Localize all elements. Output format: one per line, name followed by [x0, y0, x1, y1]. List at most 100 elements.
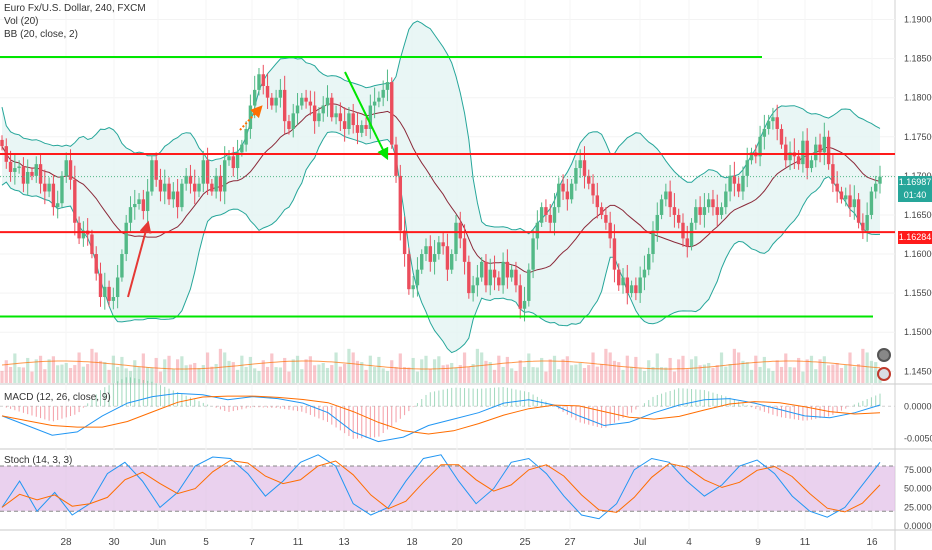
candle-body — [587, 175, 591, 184]
candle-body — [227, 156, 231, 161]
candle-body — [814, 144, 818, 161]
candle-body — [141, 199, 146, 212]
volume-bar — [432, 359, 437, 383]
volume-bar — [651, 366, 655, 383]
volume-bar — [492, 369, 497, 383]
volume-bars — [0, 348, 882, 383]
candle-body — [64, 160, 68, 176]
current-price-badge: 1.16987 — [898, 176, 932, 189]
candle-body — [779, 128, 784, 145]
candle-body — [8, 161, 13, 172]
candle-body — [604, 214, 608, 223]
volume-bar — [253, 368, 257, 383]
candle-body — [394, 144, 398, 176]
candle-body — [145, 191, 150, 212]
candle-body — [150, 160, 154, 192]
volume-bar — [60, 364, 64, 383]
volume-bar — [552, 355, 557, 383]
candle-body — [535, 222, 540, 239]
bb-basis-line — [1, 103, 881, 274]
candle-body — [745, 160, 749, 176]
candle-body — [188, 175, 193, 184]
volume-bar — [527, 353, 531, 383]
volume-bar — [874, 362, 878, 383]
candle-body — [865, 214, 869, 231]
bb-legend[interactable]: BB (20, close, 2) — [4, 29, 78, 40]
candle-body — [30, 171, 34, 176]
candle-body — [479, 261, 484, 278]
volume-bar — [257, 370, 261, 383]
flag-icon[interactable] — [877, 367, 891, 381]
volume-bar — [574, 364, 578, 383]
volume-bar — [381, 368, 385, 383]
volume-bar — [68, 367, 73, 383]
volume-bar — [394, 366, 398, 383]
macd-legend[interactable]: MACD (12, 26, close, 9) — [4, 392, 111, 403]
volume-bar — [347, 348, 351, 383]
volume-bar — [715, 365, 719, 383]
candle-body — [531, 238, 535, 270]
candle-body — [154, 160, 158, 180]
price-tick-label: 1.19000 — [904, 15, 932, 25]
candle-body — [796, 156, 801, 165]
volume-bar — [784, 353, 788, 383]
vol-legend[interactable]: Vol (20) — [4, 16, 39, 27]
candle-body — [60, 175, 64, 204]
candle-body — [398, 175, 403, 231]
candle-body — [711, 199, 715, 208]
candle-body — [73, 179, 77, 223]
candle-body — [741, 175, 745, 192]
candle-body — [595, 195, 600, 208]
settings-icon[interactable] — [877, 348, 891, 362]
time-tick-label: 16 — [866, 537, 878, 548]
volume-bar — [98, 360, 103, 383]
volume-bar — [852, 366, 856, 383]
candle-body — [647, 254, 651, 270]
candle-body — [441, 242, 445, 247]
volume-bar — [30, 371, 34, 383]
candle-body — [81, 230, 86, 239]
volume-bar — [94, 352, 98, 383]
symbol-title[interactable]: Euro Fx/U.S. Dollar, 240, FXCM — [4, 3, 146, 14]
candle-body — [869, 191, 874, 215]
volume-bar — [797, 357, 801, 383]
stoch-legend[interactable]: Stoch (14, 3, 3) — [4, 455, 73, 466]
volume-bar — [56, 365, 60, 383]
candle-body — [642, 269, 647, 278]
candle-body — [21, 166, 26, 184]
volume-bar — [13, 353, 17, 383]
candle-body — [505, 261, 510, 278]
candle-body — [518, 285, 522, 309]
volume-bar — [758, 366, 762, 383]
candle-body — [214, 175, 218, 192]
candle-body — [527, 269, 531, 301]
stoch-tick-label: 50.0000 — [904, 484, 932, 494]
candle-body — [360, 125, 364, 133]
candle-body — [698, 207, 702, 215]
volume-bar — [462, 352, 467, 383]
bb-fill — [2, 21, 880, 353]
candle-body — [771, 117, 775, 122]
volume-bar — [445, 364, 450, 383]
trend-arrows[interactable] — [127, 71, 389, 298]
candle-body — [822, 136, 827, 153]
volume-bar — [210, 366, 214, 383]
candle-body — [732, 175, 737, 184]
volume-bar — [831, 364, 835, 383]
volume-bar — [450, 362, 454, 383]
candle-body — [617, 269, 621, 286]
volume-bar — [728, 364, 732, 383]
candle-body — [569, 183, 574, 200]
candle-body — [856, 199, 861, 223]
volume-bar — [698, 365, 702, 383]
candle-body — [874, 183, 878, 192]
volume-bar — [111, 355, 115, 383]
volume-bar — [385, 370, 390, 383]
candle-body — [51, 183, 56, 208]
macd-signal-line — [1, 395, 881, 435]
volume-bar — [681, 355, 685, 383]
candle-body — [107, 286, 111, 301]
candle-body — [274, 97, 278, 106]
